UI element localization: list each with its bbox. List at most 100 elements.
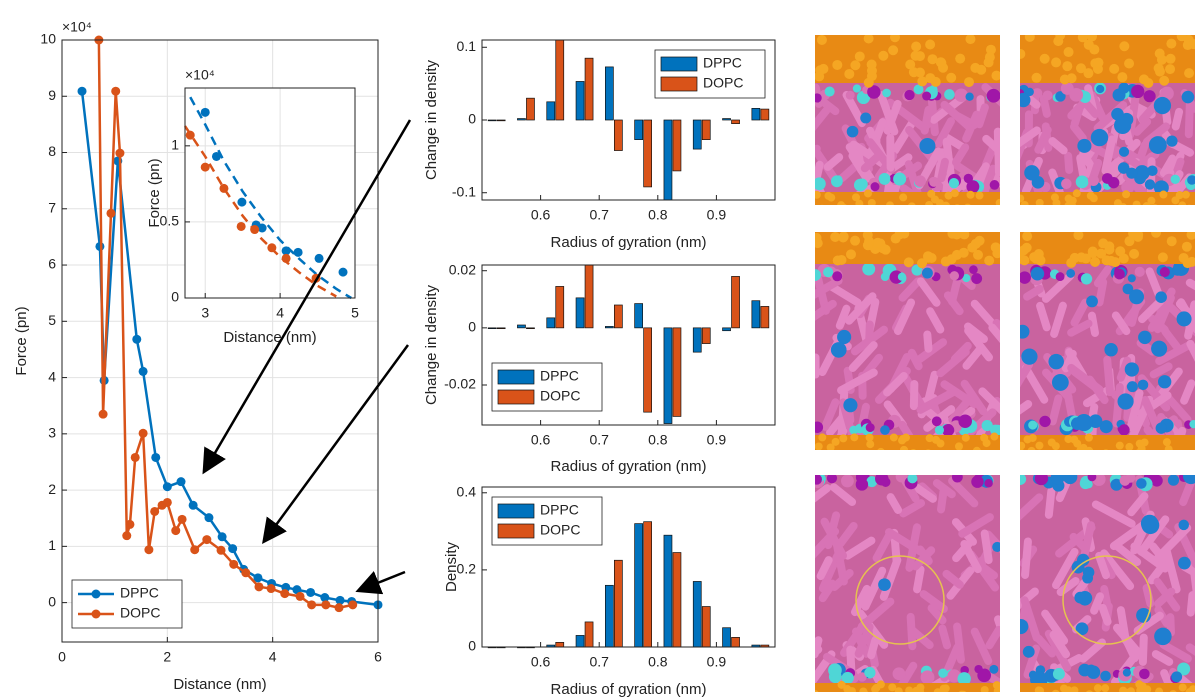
surface-bead: [1165, 53, 1176, 64]
lipid-tail: [953, 622, 965, 664]
lipid-tail: [964, 326, 993, 362]
bar: [692, 119, 702, 150]
point: [314, 253, 324, 263]
bar: [760, 306, 770, 329]
lipid-tail: [907, 625, 934, 650]
surface-bead: [1077, 35, 1088, 43]
lipid-tail: [1111, 311, 1131, 336]
surface-bead: [889, 433, 898, 442]
point: [171, 526, 181, 536]
tagged-lipid: [1075, 622, 1089, 636]
legend-swatch: [497, 503, 535, 519]
surface-bead: [826, 443, 835, 450]
lipid-tail: [1153, 293, 1175, 334]
head-group: [944, 89, 955, 100]
lipid-tail: [1095, 278, 1108, 307]
legend-label: DOPC: [703, 75, 743, 91]
head-group: [1039, 415, 1051, 428]
bar: [496, 327, 506, 330]
lipid-tail: [1180, 379, 1195, 405]
head-group: [834, 175, 843, 184]
chart: 0.6 0.7 0.8 0.9 0 0.2 0.4 Radius of gyration (n…: [443, 483, 776, 698]
x-tick-label: 4: [269, 649, 277, 665]
surface-bead: [925, 39, 936, 50]
surface-bead: [831, 437, 840, 446]
lipid-tail: [1142, 122, 1171, 146]
point: [185, 130, 195, 140]
bar: [575, 81, 585, 121]
lipid-tail: [1113, 542, 1142, 567]
lipid-tail: [1184, 98, 1194, 139]
surface-bead: [846, 249, 857, 260]
surface-bead: [1103, 449, 1109, 450]
tagged-lipid: [1176, 311, 1192, 327]
head-group: [984, 479, 993, 488]
series-line: [97, 39, 353, 609]
head-group: [823, 267, 834, 278]
lipid-tail: [821, 398, 840, 431]
lipid-tail: [815, 299, 837, 321]
point: [241, 568, 251, 578]
surface-bead: [1083, 68, 1094, 79]
head-group: [1087, 475, 1097, 482]
head-group: [1167, 475, 1180, 486]
head-group: [948, 178, 960, 189]
head-group: [966, 180, 980, 194]
lipid-tail: [837, 368, 878, 395]
head-group: [1143, 90, 1156, 103]
legend-label: DOPC: [540, 522, 580, 538]
surface-bead: [1020, 48, 1026, 59]
lipid-tail: [1180, 562, 1195, 578]
bar: [604, 326, 614, 329]
head-group: [815, 93, 822, 103]
head-group: [815, 177, 826, 191]
bar: [613, 304, 623, 329]
surface-bead: [862, 240, 873, 251]
surface-bead: [1020, 448, 1025, 450]
surface-bead: [1066, 257, 1077, 268]
y-tick-label: 1: [48, 537, 56, 553]
point: [211, 151, 221, 161]
tagged-lipid: [1077, 138, 1092, 153]
lipid-tail: [1186, 339, 1195, 362]
surface-bead: [1079, 443, 1088, 450]
head-group: [1160, 86, 1174, 101]
y-tick-label: 8: [48, 143, 56, 159]
y-tick-label: 0.5: [160, 213, 180, 229]
head-group: [1171, 671, 1183, 683]
surface-bead: [880, 244, 891, 255]
bar: [604, 66, 614, 121]
lipid-tail: [1082, 386, 1112, 408]
y-tick-label: 7: [48, 199, 56, 215]
legend-swatch: [497, 523, 535, 539]
surface-bead: [1181, 190, 1190, 199]
simulation-snapshots: [815, 35, 1195, 692]
lipid-tail: [815, 144, 821, 155]
bar: [546, 317, 556, 329]
surface-bead: [947, 232, 958, 239]
surface-bead: [1035, 198, 1044, 205]
legend-label: DPPC: [540, 502, 579, 518]
surface-bead: [1140, 438, 1149, 447]
axis-exponent: ×10⁴: [62, 19, 92, 35]
lipid-tail: [913, 565, 925, 594]
point: [188, 500, 198, 510]
lipid-tail: [848, 341, 878, 372]
tagged-lipid: [1137, 379, 1149, 391]
x-tick-label: 0.9: [707, 654, 727, 670]
surface-bottom: [1020, 435, 1195, 450]
surface-bead: [1051, 442, 1060, 450]
legend-swatch: [497, 369, 535, 385]
lipid-tail: [960, 539, 982, 574]
lipid-tail: [905, 523, 921, 572]
bar: [575, 635, 585, 648]
lipid-tail: [1051, 547, 1079, 590]
x-tick-label: 0.8: [648, 654, 668, 670]
head-group: [904, 89, 915, 101]
tagged-lipid: [1155, 422, 1167, 434]
lipid-tail: [1126, 91, 1140, 139]
head-group: [862, 262, 876, 276]
x-tick-label: 5: [351, 305, 359, 321]
lipid-tail: [1069, 122, 1087, 142]
surface-bead: [851, 193, 860, 202]
